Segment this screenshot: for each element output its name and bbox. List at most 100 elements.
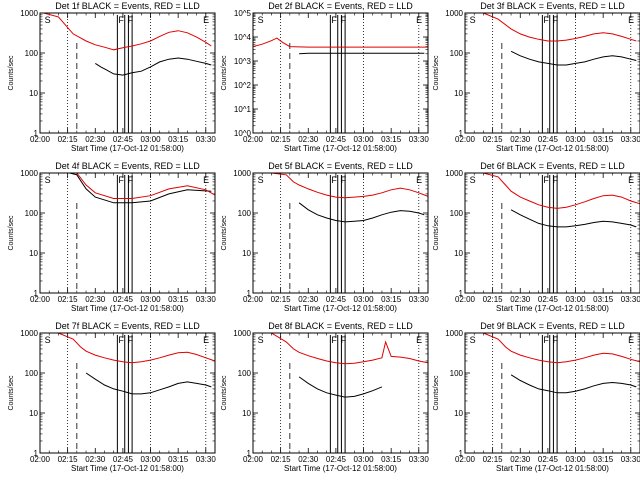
marker-label: S	[470, 15, 476, 25]
y-tick-label: 1	[459, 129, 464, 138]
panel-8: Det 8f BLACK = Events, RED = LLD Counts/s…	[221, 321, 429, 473]
plot-frame	[252, 332, 429, 454]
events-series-line	[85, 372, 212, 395]
marker-label: F	[341, 15, 347, 25]
x-tick-label: 02:00	[243, 455, 264, 464]
x-tick-label: 02:30	[298, 455, 319, 464]
x-tick-label: 02:45	[326, 295, 347, 304]
y-tick-label: 10^4	[234, 33, 252, 42]
plot-frame	[464, 12, 640, 134]
x-tick-label: 03:30	[621, 295, 640, 304]
panel-9: Det 9f BLACK = Events, RED = LLD Counts/s…	[433, 321, 640, 473]
marker-label: E	[628, 335, 634, 345]
y-tick-label: 1000	[233, 169, 251, 178]
x-tick-label: 03:00	[566, 455, 587, 464]
x-axis-label: Start Time (17-Oct-12 01:58:00)	[496, 464, 609, 473]
x-tick-label: 02:45	[326, 135, 347, 144]
x-tick-label: 02:15	[58, 295, 79, 304]
x-tick-label: 03:30	[409, 455, 430, 464]
x-tick-label: 03:15	[593, 295, 614, 304]
x-tick-label: 03:00	[354, 295, 375, 304]
x-tick-label: 02:45	[538, 295, 559, 304]
panel-title: Det 6f BLACK = Events, RED = LLD	[480, 161, 625, 171]
plot-frame	[39, 172, 216, 294]
x-tick-label: 02:00	[30, 135, 51, 144]
marker-label: E	[203, 175, 209, 185]
x-tick-label: 02:15	[271, 295, 292, 304]
plot-frame	[252, 172, 429, 294]
panel-6: Det 6f BLACK = Events, RED = LLD Counts/s…	[433, 161, 640, 313]
x-tick-label: 03:15	[381, 455, 402, 464]
x-tick-label: 02:30	[510, 455, 531, 464]
y-tick-label: 1000	[20, 169, 38, 178]
panel-2: Det 2f BLACK = Events, RED = LLD Counts/s…	[221, 1, 429, 153]
y-tick-label: 10	[29, 409, 38, 418]
lld-series-line	[468, 172, 640, 209]
x-tick-label: 02:45	[538, 455, 559, 464]
marker-label: S	[470, 175, 476, 185]
marker-label: F	[543, 335, 549, 345]
y-tick-label: 100	[450, 49, 464, 58]
marker-label: F	[118, 15, 124, 25]
x-tick-label: 02:15	[271, 135, 292, 144]
x-tick-label: 02:45	[113, 295, 134, 304]
x-tick-label: 02:30	[298, 295, 319, 304]
y-tick-label: 100	[238, 369, 252, 378]
y-tick-label: 10	[454, 249, 463, 258]
marker-label: F	[341, 335, 347, 345]
x-tick-label: 03:30	[196, 455, 217, 464]
plot-frame	[39, 332, 216, 454]
y-tick-label: 1000	[20, 9, 38, 18]
y-tick-label: 10^0	[234, 129, 252, 138]
x-tick-label: 03:00	[141, 295, 162, 304]
x-axis-label: Start Time (17-Oct-12 01:58:00)	[284, 304, 397, 313]
y-axis-label: Counts/sec	[433, 215, 440, 251]
marker-label: F	[341, 175, 347, 185]
x-tick-label: 02:15	[58, 455, 79, 464]
marker-label: F	[553, 335, 559, 345]
marker-label: F	[128, 175, 134, 185]
x-tick-label: 03:00	[354, 455, 375, 464]
x-tick-label: 02:15	[271, 455, 292, 464]
x-tick-label: 03:15	[168, 135, 189, 144]
x-tick-label: 02:15	[483, 295, 504, 304]
lld-series-line	[256, 172, 429, 199]
marker-label: E	[416, 175, 422, 185]
marker-label: S	[45, 175, 51, 185]
y-tick-label: 1000	[233, 329, 251, 338]
panel-1: Det 1f BLACK = Events, RED = LLD Counts/s…	[8, 1, 216, 153]
marker-label: F	[553, 15, 559, 25]
y-axis-label: Counts/sec	[8, 375, 15, 411]
y-tick-label: 10	[242, 409, 251, 418]
x-axis-label: Start Time (17-Oct-12 01:58:00)	[496, 144, 609, 153]
marker-label: E	[416, 335, 422, 345]
x-axis-label: Start Time (17-Oct-12 01:58:00)	[71, 304, 184, 313]
y-axis-label: Counts/sec	[221, 215, 228, 251]
marker-label: F	[331, 15, 337, 25]
y-tick-label: 1000	[445, 9, 463, 18]
events-series-line	[95, 57, 212, 76]
y-axis-label: Counts/sec	[8, 215, 15, 251]
x-tick-label: 03:30	[621, 455, 640, 464]
y-tick-label: 1	[34, 449, 39, 458]
x-tick-label: 02:00	[243, 295, 264, 304]
x-tick-label: 02:00	[243, 135, 264, 144]
y-axis-label: Counts/sec	[221, 55, 228, 91]
plot-frame	[252, 12, 429, 134]
y-tick-label: 1000	[445, 169, 463, 178]
y-axis-label: Counts/sec	[433, 55, 440, 91]
y-tick-label: 1000	[20, 329, 38, 338]
lld-series-line	[256, 332, 429, 365]
y-tick-label: 10^1	[234, 105, 252, 114]
y-axis-label: Counts/sec	[221, 375, 228, 411]
marker-label: E	[203, 335, 209, 345]
y-tick-label: 10	[29, 249, 38, 258]
x-tick-label: 03:15	[168, 455, 189, 464]
x-tick-label: 02:45	[113, 135, 134, 144]
y-tick-label: 10	[29, 89, 38, 98]
marker-label: F	[128, 335, 134, 345]
marker-label: S	[258, 15, 264, 25]
y-tick-label: 10^2	[234, 81, 252, 90]
x-tick-label: 02:30	[510, 135, 531, 144]
x-axis-label: Start Time (17-Oct-12 01:58:00)	[284, 144, 397, 153]
